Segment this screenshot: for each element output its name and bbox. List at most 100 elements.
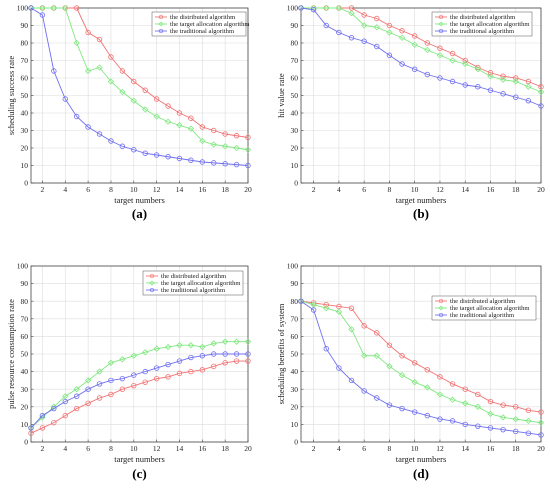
y-tick-label: 30 bbox=[291, 385, 299, 394]
data-point bbox=[153, 365, 160, 371]
data-point bbox=[165, 154, 171, 160]
data-point bbox=[165, 103, 171, 109]
data-point bbox=[487, 410, 494, 418]
data-point bbox=[525, 430, 532, 436]
x-tick-label: 12 bbox=[153, 444, 161, 453]
data-point bbox=[210, 340, 217, 347]
data-point bbox=[499, 414, 507, 421]
y-tick-label: 40 bbox=[21, 367, 29, 376]
data-point bbox=[360, 22, 368, 29]
data-point bbox=[28, 5, 34, 11]
data-point bbox=[153, 375, 160, 382]
data-point bbox=[348, 326, 355, 333]
y-tick-label: 30 bbox=[291, 126, 299, 135]
data-point bbox=[462, 400, 469, 407]
data-point bbox=[537, 88, 545, 96]
data-point bbox=[142, 379, 148, 385]
y-tick-label: 100 bbox=[287, 4, 299, 13]
data-point bbox=[513, 404, 519, 410]
x-tick-label: 4 bbox=[337, 444, 341, 453]
data-point bbox=[39, 414, 46, 421]
data-point bbox=[487, 73, 494, 80]
y-tick-label: 100 bbox=[17, 262, 29, 271]
data-point bbox=[187, 125, 195, 132]
data-point bbox=[130, 352, 137, 359]
data-point bbox=[245, 162, 251, 169]
data-point bbox=[107, 359, 115, 366]
y-tick-label: 20 bbox=[291, 144, 299, 153]
x-tick-label: 8 bbox=[388, 444, 392, 453]
data-point bbox=[411, 378, 418, 386]
data-point bbox=[188, 368, 194, 375]
y-tick-label: 60 bbox=[291, 74, 299, 83]
data-point bbox=[188, 354, 194, 361]
x-tick-label: 6 bbox=[86, 185, 90, 194]
data-point bbox=[187, 342, 195, 349]
y-tick-label: 50 bbox=[21, 91, 29, 100]
data-point bbox=[462, 60, 469, 68]
data-point bbox=[474, 66, 482, 73]
data-point bbox=[348, 305, 355, 311]
data-point bbox=[119, 375, 126, 382]
data-point bbox=[39, 425, 46, 431]
data-point bbox=[424, 40, 431, 46]
data-point bbox=[51, 68, 57, 74]
data-point bbox=[28, 425, 34, 431]
data-point bbox=[474, 403, 482, 410]
data-point bbox=[233, 338, 240, 345]
data-point bbox=[437, 374, 443, 380]
data-point bbox=[500, 402, 506, 408]
legend-box bbox=[142, 270, 244, 296]
data-point bbox=[360, 352, 368, 359]
data-point bbox=[84, 67, 92, 75]
data-point bbox=[222, 351, 228, 357]
legend-label: the traditional algorithm bbox=[450, 312, 515, 319]
data-point bbox=[386, 29, 393, 36]
data-point bbox=[487, 425, 494, 431]
x-tick-label: 18 bbox=[221, 444, 229, 453]
chart-panel-3: 0 10 20 30 40 50 60 70 80 90 100 2 4 6 8 10 12 14 16 18 20 ta… bbox=[6, 262, 252, 481]
legend-marker bbox=[158, 14, 164, 20]
data-point bbox=[525, 417, 532, 425]
data-point bbox=[211, 363, 217, 370]
data-point bbox=[449, 50, 456, 57]
x-tick-label: 10 bbox=[411, 185, 419, 194]
data-point bbox=[513, 94, 519, 100]
data-point bbox=[96, 36, 103, 43]
y-axis-title: hit value rate bbox=[276, 73, 286, 118]
data-point bbox=[424, 46, 431, 54]
x-tick-label: 4 bbox=[63, 444, 67, 453]
legend-label: the traditional algorithm bbox=[170, 28, 235, 35]
x-tick-label: 20 bbox=[244, 444, 252, 453]
y-tick-label: 60 bbox=[21, 332, 29, 341]
x-tick-label: 16 bbox=[199, 444, 207, 453]
data-point bbox=[131, 382, 137, 389]
data-point bbox=[153, 345, 160, 352]
data-point bbox=[96, 64, 103, 71]
data-point bbox=[107, 78, 115, 85]
x-tick-label: 20 bbox=[537, 185, 545, 194]
panel-label: (a) bbox=[132, 206, 147, 221]
data-point bbox=[513, 75, 519, 81]
legend-label: the target allocation algorithm bbox=[170, 21, 250, 28]
y-tick-label: 70 bbox=[291, 56, 299, 65]
data-point bbox=[222, 360, 228, 366]
data-point bbox=[221, 143, 229, 150]
data-point bbox=[233, 144, 240, 152]
data-point bbox=[51, 419, 57, 426]
data-point bbox=[188, 115, 194, 121]
x-tick-label: 6 bbox=[362, 444, 366, 453]
data-point bbox=[424, 71, 431, 78]
data-point bbox=[436, 52, 444, 59]
x-axis-title: target numbers bbox=[114, 454, 165, 464]
data-point bbox=[487, 398, 494, 405]
data-point bbox=[39, 4, 46, 12]
data-point bbox=[39, 12, 46, 18]
data-point bbox=[361, 38, 367, 44]
data-point bbox=[131, 372, 137, 378]
chart-panel-1: 0 10 20 30 40 50 60 70 80 90 100 2 4 6 8 10 12 14 16 18 20 ta… bbox=[6, 4, 252, 221]
legend-box bbox=[151, 11, 247, 37]
data-point bbox=[373, 352, 380, 359]
data-point bbox=[361, 388, 367, 394]
x-tick-label: 8 bbox=[388, 185, 392, 194]
